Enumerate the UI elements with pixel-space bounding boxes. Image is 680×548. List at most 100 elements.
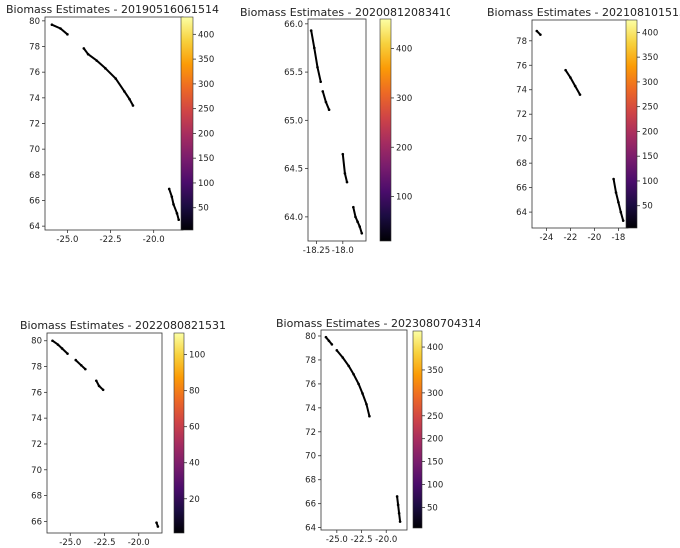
y-tick-label: 80 <box>29 17 40 27</box>
y-tick-label: 78 <box>305 356 316 366</box>
chart-title: Biomass Estimates - 20210810151336 <box>487 6 680 19</box>
y-tick-label: 76 <box>31 388 42 398</box>
y-tick-label: 64.0 <box>284 213 303 223</box>
data-point <box>395 495 399 498</box>
y-tick-label: 76 <box>305 380 316 390</box>
x-tick-label: -20.0 <box>128 538 150 548</box>
data-point <box>316 65 319 69</box>
colorbar-tick-label: 300 <box>642 78 658 88</box>
track-line <box>310 29 322 83</box>
colorbar-tick-label: 200 <box>198 129 214 139</box>
data-point <box>123 90 126 93</box>
data-point <box>128 97 131 101</box>
y-tick-label: 72 <box>305 428 316 438</box>
colorbar-tick-label: 300 <box>427 389 443 399</box>
data-point <box>347 364 350 368</box>
colorbar-tick-label: 150 <box>642 152 658 162</box>
data-point <box>356 220 359 223</box>
data-point <box>319 80 322 84</box>
colorbar-tick-label: 200 <box>427 435 443 445</box>
data-point <box>60 347 64 350</box>
panel-2: Biomass Estimates - 20200812083410 -18.25… <box>240 6 450 256</box>
data-point <box>74 358 78 362</box>
data-point <box>398 520 402 523</box>
colorbar-tick-label: 200 <box>396 143 412 153</box>
data-point <box>177 218 180 222</box>
y-tick-label: 68 <box>31 492 42 502</box>
y-tick-label: 78 <box>31 363 42 373</box>
y-tick-label: 76 <box>516 61 527 71</box>
track-line <box>51 339 69 355</box>
x-tick-label: -20.0 <box>143 235 165 245</box>
colorbar-tick-label: 100 <box>642 177 658 187</box>
data-point <box>535 29 539 33</box>
data-point <box>365 402 368 406</box>
y-tick-label: 80 <box>305 332 316 342</box>
colorbar <box>625 19 638 229</box>
chart-title: Biomass Estimates - 20190516061514 <box>6 3 219 16</box>
x-tick-label: -22.5 <box>94 538 116 548</box>
y-tick-label: 76 <box>29 68 40 78</box>
y-tick-label: 70 <box>516 135 527 145</box>
chart-title: Biomass Estimates - 20220808215318 <box>20 319 225 332</box>
colorbar-tick-label: 350 <box>427 366 443 376</box>
colorbar-tick-label: 300 <box>396 94 412 104</box>
data-point <box>578 93 582 96</box>
data-point <box>354 215 357 219</box>
y-tick-label: 65.0 <box>284 116 303 126</box>
colorbar-tick-label: 100 <box>396 193 412 203</box>
data-point <box>330 343 334 346</box>
data-point <box>309 29 313 32</box>
data-point <box>360 231 364 235</box>
y-tick-label: 74 <box>29 94 40 104</box>
x-tick-label: -18.25 <box>303 246 330 256</box>
y-tick-label: 66 <box>29 196 40 206</box>
data-point <box>86 52 90 56</box>
data-point <box>156 525 160 528</box>
colorbar-tick-label: 250 <box>198 105 214 115</box>
track-line <box>564 69 581 96</box>
x-tick-label: -22.5 <box>351 535 373 545</box>
data-point <box>621 219 625 222</box>
y-tick-label: 68 <box>29 171 40 181</box>
colorbar-tick-label: 350 <box>642 53 658 63</box>
data-point <box>617 201 620 204</box>
y-tick-label: 64 <box>516 208 527 218</box>
data-point <box>397 511 401 515</box>
data-point <box>539 33 542 36</box>
data-point <box>95 59 99 62</box>
y-tick-label: 70 <box>305 452 316 462</box>
plot-frame <box>44 16 184 231</box>
colorbar-tick-label: 40 <box>189 459 200 469</box>
plot-frame <box>46 332 163 534</box>
track-line <box>335 349 371 418</box>
data-point <box>358 225 361 228</box>
x-tick-label: -18.0 <box>332 246 354 256</box>
data-point <box>352 373 355 376</box>
y-tick-label: 68 <box>305 476 316 486</box>
data-point <box>327 108 331 112</box>
data-point <box>66 33 69 36</box>
data-point <box>94 379 98 383</box>
colorbar-tick-label: 250 <box>427 412 443 422</box>
plot-frame <box>307 18 367 242</box>
data-point <box>341 356 345 359</box>
chart-title: Biomass Estimates - 20200812083410 <box>240 6 450 19</box>
y-tick-label: 78 <box>29 43 40 53</box>
data-point <box>59 27 62 30</box>
colorbar <box>173 332 185 534</box>
colorbar-tick-label: 80 <box>189 387 200 397</box>
colorbar-tick-label: 60 <box>189 423 200 433</box>
y-tick-label: 64 <box>305 524 316 534</box>
data-point <box>104 67 107 70</box>
x-tick-label: -22 <box>563 233 577 243</box>
colorbar-tick-label: 350 <box>198 55 214 65</box>
x-tick-label: -18 <box>611 233 625 243</box>
data-point <box>352 205 355 209</box>
y-tick-label: 72 <box>31 440 42 450</box>
y-tick-label: 74 <box>31 414 42 424</box>
colorbar-tick-label: 100 <box>189 351 205 361</box>
colorbar-tick-label: 20 <box>189 495 200 505</box>
data-point <box>361 392 364 395</box>
data-point <box>101 388 105 392</box>
